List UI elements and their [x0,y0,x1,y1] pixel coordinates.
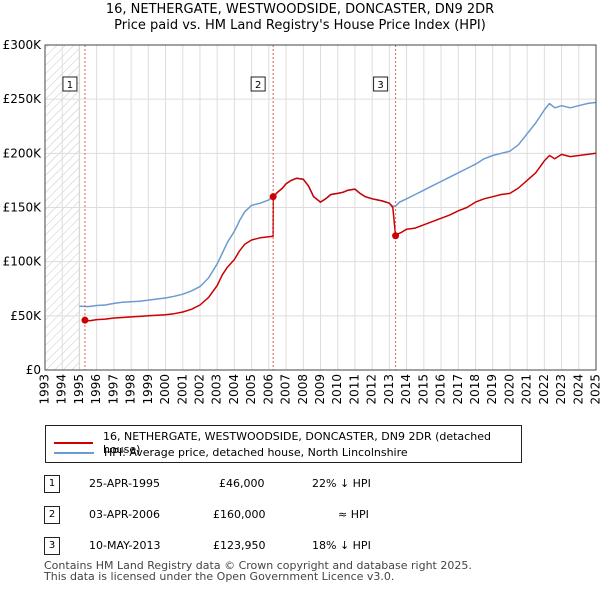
marker-box-label: 1 [67,80,73,91]
footer-copyright: Contains HM Land Registry data © Crown c… [44,559,472,572]
x-tick-label: 1995 [72,374,86,405]
x-tick-label: 2018 [468,374,482,405]
x-tick-label: 1997 [106,374,120,405]
x-tick-label: 2022 [537,374,551,405]
x-tick-label: 2011 [347,374,361,405]
x-tick-label: 2019 [485,374,499,405]
x-tick-label: 1996 [89,374,103,405]
transaction-date: 10-MAY-2013 [89,539,161,552]
x-tick-label: 2013 [382,374,396,405]
legend-line-property [54,442,93,444]
y-tick-label: £200K [3,146,43,160]
plot-border [44,44,597,371]
y-tick-label: £0 [26,363,41,377]
marker-box-label: 3 [377,80,383,91]
x-tick-label: 2023 [554,374,568,405]
chart-subtitle: Price paid vs. HM Land Registry's House … [114,18,486,33]
transaction-price: £160,000 [213,508,266,521]
sale-point [269,193,277,201]
marker-box-label: 2 [255,80,261,91]
transaction-number: 2 [44,506,60,524]
legend-item-property: 16, NETHERGATE, WESTWOODSIDE, DONCASTER,… [54,430,521,456]
x-tick-label: 2004 [227,374,241,405]
x-tick-label: 2024 [571,374,585,405]
x-tick-label: 1994 [55,374,69,405]
transaction-number: 1 [44,475,60,493]
x-tick-label: 2014 [399,374,413,405]
marker-box [62,76,78,92]
transaction-row: 3 10-MAY-2013 £123,950 18% ↓ HPI [44,537,544,555]
transaction-hpi: 22% ↓ HPI [312,477,371,490]
marker-box [373,76,389,92]
x-tick-label: 2003 [210,374,224,405]
legend-label-hpi: HPI: Average price, detached house, Nort… [104,446,408,459]
transaction-number: 3 [44,537,60,555]
x-tick-label: 2007 [279,374,293,405]
transaction-price: £123,950 [213,539,266,552]
legend-item-hpi: HPI: Average price, detached house, Nort… [54,446,408,459]
x-tick-label: 2020 [502,374,516,405]
transaction-hpi: 18% ↓ HPI [312,539,371,552]
y-tick-label: £150K [3,201,43,215]
transaction-price: £46,000 [219,477,265,490]
y-tick-label: £100K [3,255,43,269]
transaction-hpi: ≈ HPI [338,508,369,521]
chart-title: 16, NETHERGATE, WESTWOODSIDE, DONCASTER,… [105,2,495,17]
footer-licence: This data is licensed under the Open Gov… [44,570,395,583]
marker-box [250,76,266,92]
x-tick-label: 2016 [434,374,448,405]
x-tick-label: 2006 [261,374,275,405]
property-price-line [84,152,597,322]
x-tick-label: 2008 [296,374,310,405]
x-tick-label: 2017 [451,374,465,405]
x-tick-label: 2005 [244,374,258,405]
x-tick-label: 2025 [589,374,600,405]
transaction-row: 2 03-APR-2006 £160,000 ≈ HPI [44,506,544,524]
x-tick-label: 1993 [38,374,52,405]
x-tick-label: 2012 [365,374,379,405]
x-tick-label: 1998 [124,374,138,405]
sale-point [392,232,400,240]
legend-line-hpi [54,451,94,454]
x-tick-label: 2021 [520,374,534,405]
x-tick-label: 1999 [141,374,155,405]
transaction-date: 03-APR-2006 [89,508,161,521]
x-tick-label: 2009 [313,374,327,405]
transaction-row: 1 25-APR-1995 £46,000 22% ↓ HPI [44,475,544,493]
transaction-date: 25-APR-1995 [89,477,161,490]
y-tick-label: £250K [3,92,43,106]
sale-point [81,316,89,324]
x-tick-label: 2001 [175,374,189,405]
y-tick-label: £300K [3,38,43,52]
x-tick-label: 2000 [158,374,172,405]
legend-label-property: 16, NETHERGATE, WESTWOODSIDE, DONCASTER,… [102,430,491,456]
footer: Contains HM Land Registry data © Crown c… [44,560,472,582]
chart-legend: 16, NETHERGATE, WESTWOODSIDE, DONCASTER,… [45,425,522,463]
y-tick-label: £50K [10,309,42,323]
x-tick-label: 2010 [330,374,344,405]
x-tick-label: 2015 [416,374,430,405]
x-tick-label: 2002 [192,374,206,405]
